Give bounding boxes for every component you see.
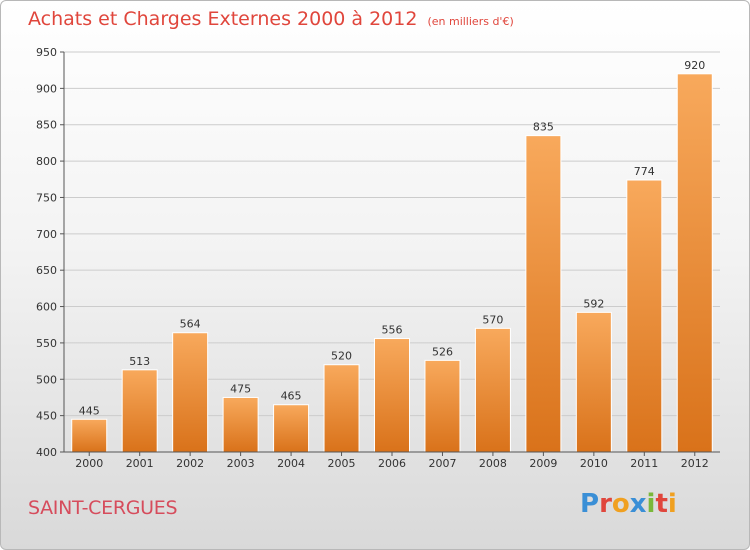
chart-subtitle: (en milliers d'€) [427,15,514,28]
bar-value-label: 465 [281,390,302,403]
y-tick-label: 850 [36,119,57,132]
logo-letter: t [655,489,668,519]
bar [222,396,259,453]
bars [71,73,713,453]
x-tick-label: 2005 [328,457,356,470]
y-tick-label: 500 [36,373,57,386]
bar-value-label: 520 [331,350,352,363]
y-tick-label: 600 [36,301,57,314]
y-tick-label: 650 [36,264,57,277]
bar [121,369,158,453]
bar-value-label: 526 [432,345,453,358]
bar-value-label: 570 [482,313,503,326]
bar-value-label: 445 [79,404,100,417]
x-tick-label: 2008 [479,457,507,470]
x-tick-label: 2001 [126,457,154,470]
bar [525,135,562,453]
bar [424,359,461,453]
y-tick-label: 950 [36,46,57,59]
bar [374,338,410,453]
x-tick-label: 2010 [580,457,608,470]
bar-value-label: 513 [129,355,150,368]
logo-letter: o [611,489,630,519]
y-tick-label: 550 [36,337,57,350]
bar [575,311,612,453]
y-tick-label: 900 [36,82,57,95]
logo-letter: r [599,489,612,519]
x-tick-label: 2004 [277,457,305,470]
bar-value-label: 564 [180,318,201,331]
x-tick-label: 2011 [630,457,658,470]
x-tick-label: 2002 [176,457,204,470]
x-tick-label: 2003 [227,457,255,470]
bar [676,73,713,453]
bar-value-label: 774 [634,165,655,178]
logo-letter: i [667,489,677,519]
logo-letter: x [629,489,647,519]
bar-value-label: 556 [382,324,403,337]
chart-title-block: Achats et Charges Externes 2000 à 2012 (e… [28,8,514,30]
commune-name: SAINT-CERGUES [28,497,178,519]
bar [323,364,360,453]
logo-letter: i [646,489,656,519]
bar [71,418,108,453]
labels: 400 450 500 550 600 650 700 750 800 850 900 950 445 2… [36,46,709,470]
bar [474,327,511,453]
y-tick-label: 700 [36,228,57,241]
y-tick-label: 400 [36,446,57,459]
x-tick-label: 2006 [378,457,406,470]
y-tick-label: 450 [36,410,57,423]
bar [626,179,663,453]
logo-letter: P [580,489,600,519]
x-tick-label: 2009 [529,457,557,470]
bar-value-label: 835 [533,121,554,134]
x-tick-label: 2007 [428,457,456,470]
bar [273,404,310,453]
x-tick-label: 2000 [75,457,103,470]
axes [60,51,720,456]
proxiti-logo: Proxiti [580,489,677,519]
y-tick-label: 750 [36,191,57,204]
chart-title: Achats et Charges Externes 2000 à 2012 [28,8,418,30]
bar-value-label: 920 [684,59,705,72]
bar [172,332,209,453]
bar-value-label: 475 [230,382,251,395]
bar-value-label: 592 [583,297,604,310]
y-tick-label: 800 [36,155,57,168]
x-tick-label: 2012 [681,457,709,470]
